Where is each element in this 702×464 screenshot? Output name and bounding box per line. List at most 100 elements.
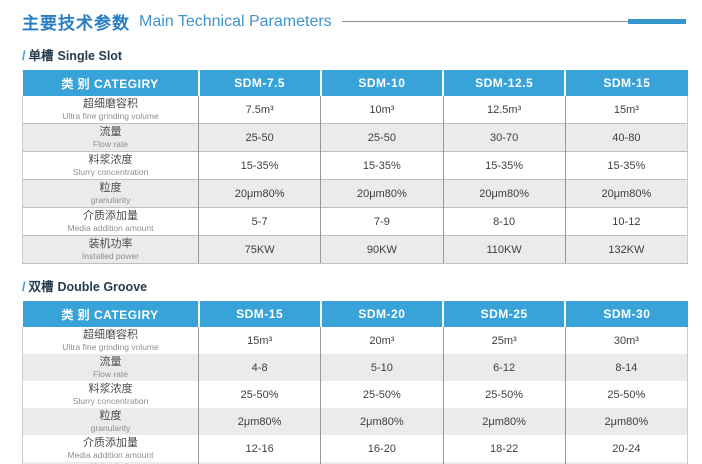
row-label-en: Ultra fine grinding volume — [62, 111, 159, 121]
value-cell: 7.5m³ — [197, 96, 321, 124]
value-cell: 15m³ — [197, 327, 321, 354]
value-cell: 30m³ — [564, 327, 689, 354]
value-cell: 10m³ — [320, 96, 443, 124]
value-cell: 20μm80% — [442, 179, 566, 208]
row-label-en: Ultra fine grinding volume — [62, 342, 159, 352]
title-rule-line — [341, 21, 686, 22]
section-title-en: Double Groove — [57, 280, 148, 294]
row-label-zh: 装机功率 — [88, 238, 133, 250]
table-row: 粒度 granularity 20μm80% 20μm80% 20μm80% 20μm… — [22, 179, 689, 208]
value-cell: 25-50% — [197, 381, 321, 408]
value-cell: 2μm80% — [442, 408, 566, 435]
table-header-row: 类 别 CATEGIRY SDM-7.5 SDM-10 SDM-12.5 SDM-15 — [22, 70, 688, 96]
value-cell: 8-10 — [442, 207, 566, 236]
row-label-zh: 流量 — [99, 126, 122, 138]
value-cell: 8-14 — [564, 354, 689, 381]
row-label-cell: 超细磨容积 Ultra fine grinding volume — [22, 327, 199, 354]
row-label-en: Media addition amount — [67, 450, 154, 460]
value-cell: 12-16 — [197, 435, 321, 462]
value-cell: 16-20 — [320, 435, 443, 462]
value-cell: 15-35% — [564, 151, 689, 180]
table-header-row: 类 别 CATEGIRY SDM-15 SDM-20 SDM-25 SDM-30 — [22, 301, 688, 327]
row-label-cell: 装机功率 Installed power — [22, 235, 199, 264]
model-header-cell: SDM-15 — [197, 301, 321, 327]
page-title: 主要技术参数 Main Technical Parameters — [22, 9, 686, 34]
value-cell: 12.5m³ — [442, 96, 566, 124]
value-cell: 75KW*2 — [197, 462, 321, 464]
value-cell: 20μm80% — [197, 179, 321, 208]
section-title-zh: 双槽 — [28, 280, 54, 294]
value-cell: 25-50% — [320, 381, 443, 408]
model-header-cell: SDM-20 — [319, 301, 443, 327]
table-row: 超细磨容积 Ultra fine grinding volume 15m³ 20m… — [22, 327, 689, 354]
title-rule-blue-cap — [628, 19, 686, 24]
table-section: / 双槽 Double Groove 类 别 CATEGIRY SDM-15 SDM-… — [22, 276, 689, 464]
table-section: / 单槽 Single Slot 类 别 CATEGIRY SDM-7.5 SDM-1… — [22, 45, 689, 264]
row-label-cell: 装机功率 Installed power — [22, 462, 199, 464]
model-header-cell: SDM-15 — [564, 70, 688, 96]
model-header-cell: SDM-10 — [319, 70, 443, 96]
value-cell: 110KW — [442, 235, 566, 264]
row-label-zh: 粒度 — [99, 410, 122, 422]
page-title-zh: 主要技术参数 — [22, 14, 130, 33]
model-header-cell: SDM-7.5 — [197, 70, 321, 96]
value-cell: 110KW*2 — [442, 462, 566, 464]
value-cell: 6-12 — [442, 354, 566, 381]
value-cell: 75KW — [197, 235, 321, 264]
row-label-zh: 料浆浓度 — [88, 383, 133, 395]
table-row: 流量 Flow rate 4-8 5-10 6-12 8-14 — [22, 354, 689, 381]
row-label-zh: 超细磨容积 — [83, 98, 138, 110]
table-row: 流量 Flow rate 25-50 25-50 30-70 40-80 — [22, 123, 689, 152]
model-header-cell: SDM-12.5 — [441, 70, 566, 96]
value-cell: 20-24 — [564, 435, 689, 462]
row-label-cell: 粒度 granularity — [22, 408, 199, 435]
row-label-en: Installed power — [81, 251, 140, 261]
row-label-cell: 料浆浓度 Slurry concentration — [22, 151, 199, 180]
row-label-cell: 超细磨容积 Ultra fine grinding volume — [22, 96, 199, 124]
row-label-en: granularity — [90, 195, 131, 205]
row-label-zh: 流量 — [99, 356, 122, 368]
row-label-en: Flow rate — [93, 139, 128, 149]
value-cell: 15-35% — [442, 151, 566, 180]
row-label-en: Media addition amount — [67, 223, 154, 233]
row-label-en: Slurry concentration — [72, 396, 149, 406]
row-label-en: granularity — [90, 423, 131, 433]
value-cell: 10-12 — [564, 207, 689, 236]
row-label-cell: 流量 Flow rate — [22, 354, 199, 381]
value-cell: 18-22 — [442, 435, 566, 462]
row-label-zh: 粒度 — [99, 182, 122, 194]
parameters-table: 类 别 CATEGIRY SDM-7.5 SDM-10 SDM-12.5 SDM-15… — [22, 70, 689, 264]
value-cell: 25-50% — [442, 381, 566, 408]
row-label-en: Flow rate — [93, 369, 128, 379]
table-row: 超细磨容积 Ultra fine grinding volume 7.5m³ 10… — [22, 96, 689, 124]
row-label-cell: 介质添加量 Media addition amount — [22, 435, 199, 462]
value-cell: 15m³ — [564, 96, 689, 124]
value-cell: 132KW — [564, 235, 689, 264]
value-cell: 2μm80% — [197, 408, 321, 435]
row-label-zh: 料浆浓度 — [88, 154, 133, 166]
value-cell: 20μm80% — [564, 179, 689, 208]
section-label: / 双槽 Double Groove — [22, 276, 686, 295]
value-cell: 40-80 — [564, 123, 689, 152]
section-slash: / — [22, 49, 26, 63]
section-slash: / — [22, 280, 26, 294]
table-row: 装机功率 Installed power 75KW 90KW 110KW 132KW — [22, 235, 689, 264]
value-cell: 25-50 — [197, 123, 321, 152]
section-title-en: Single Slot — [57, 49, 123, 63]
value-cell: 20μm80% — [320, 179, 443, 208]
value-cell: 25-50% — [564, 381, 689, 408]
table-row: 介质添加量 Media addition amount 12-16 16-20 18… — [22, 435, 689, 462]
value-cell: 15-35% — [197, 151, 321, 180]
row-label-cell: 流量 Flow rate — [22, 123, 199, 152]
value-cell: 2μm80% — [320, 408, 443, 435]
row-label-cell: 粒度 granularity — [22, 179, 199, 208]
value-cell: 5-10 — [320, 354, 443, 381]
section-label: / 单槽 Single Slot — [22, 45, 686, 64]
value-cell: 90KW — [320, 235, 443, 264]
row-label-zh: 超细磨容积 — [83, 329, 138, 341]
value-cell: 25m³ — [442, 327, 566, 354]
row-label-zh: 介质添加量 — [83, 437, 138, 449]
page-title-en: Main Technical Parameters — [139, 12, 332, 30]
value-cell: 2μm80% — [564, 408, 689, 435]
section-title-zh: 单槽 — [28, 49, 54, 63]
